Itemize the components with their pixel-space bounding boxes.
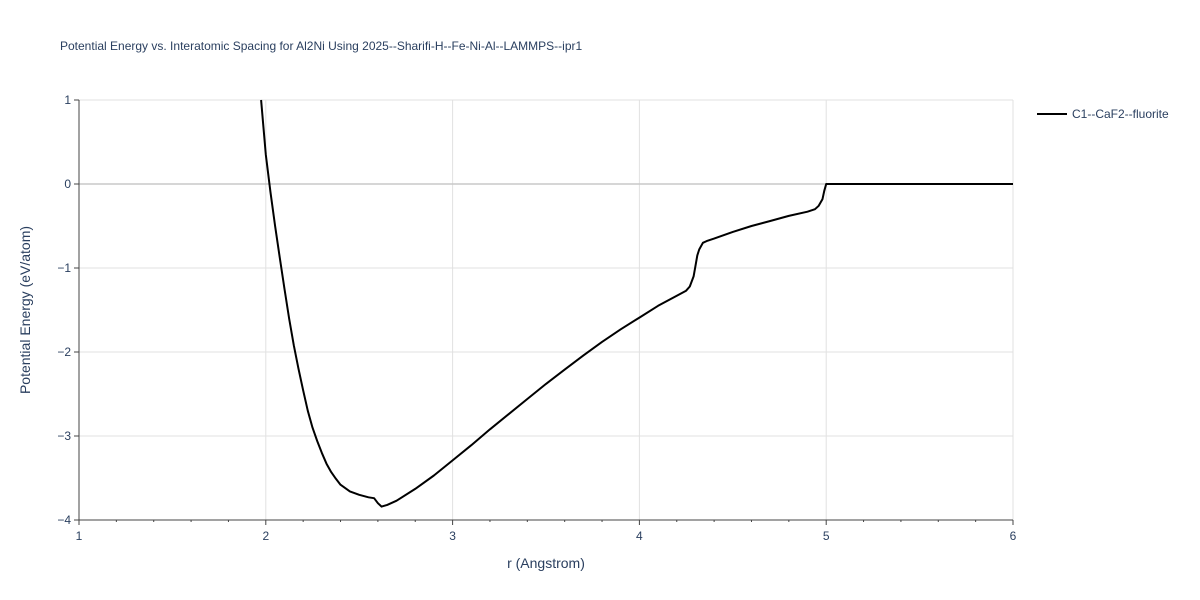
y-tick-label: −4 [57,513,71,527]
y-tick-label: 1 [64,93,71,107]
legend-label: C1--CaF2--fluorite [1072,107,1169,121]
y-tick-label: −2 [57,345,71,359]
chart-title: Potential Energy vs. Interatomic Spacing… [60,39,582,53]
y-tick-label: −1 [57,261,71,275]
x-tick-label: 2 [262,529,269,543]
x-axis-ticks: 1 2 3 4 5 6 [76,520,1017,543]
x-tick-label: 6 [1010,529,1017,543]
y-tick-label: 0 [64,177,71,191]
x-tick-label: 3 [449,529,456,543]
series-line [260,99,1013,508]
y-tick-label: −3 [57,429,71,443]
plot-area [260,99,1013,508]
y-axis-ticks: 1 0 −1 −2 −3 −4 [57,93,79,527]
x-axis-label: r (Angstrom) [507,555,585,571]
legend: C1--CaF2--fluorite [1037,107,1169,121]
y-axis-label: Potential Energy (eV/atom) [17,226,33,394]
x-tick-label: 4 [636,529,643,543]
axes [78,100,1013,521]
x-tick-label: 5 [823,529,830,543]
x-tick-label: 1 [76,529,83,543]
